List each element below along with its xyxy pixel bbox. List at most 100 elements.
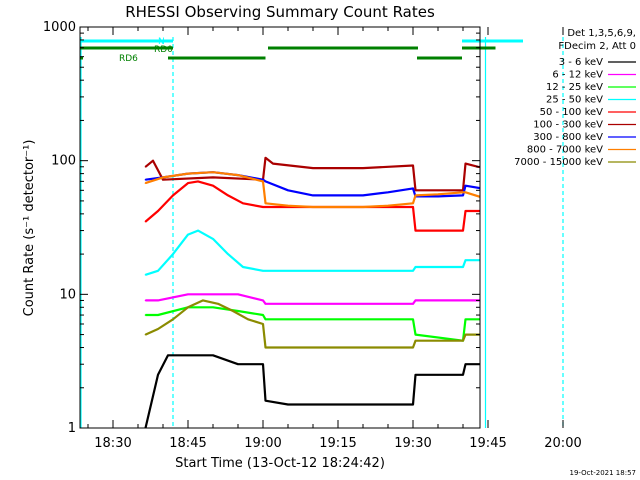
legend-label-25-50-kev: 25 - 50 keV	[546, 95, 603, 106]
x-tick-label: 18:30	[94, 436, 131, 451]
series-point-12-25-kev	[157, 314, 159, 316]
series-point-7000-15000-kev	[312, 346, 314, 349]
series-point-800-7000-kev	[362, 206, 364, 208]
series-point-300-800-kev	[492, 190, 494, 192]
series-point-7000-15000-kev	[187, 306, 189, 309]
series-point-25-50-kev	[487, 259, 489, 261]
series-point-300-800-kev	[362, 194, 364, 197]
series-point-100-300-kev	[412, 164, 414, 167]
series-point-300-800-kev	[464, 184, 467, 187]
series-line-300-800-kev	[145, 171, 480, 198]
series-point-12-25-kev	[144, 314, 147, 316]
series-point-300-800-kev	[312, 194, 314, 197]
series-point-3-6-kev	[462, 374, 464, 376]
series-point-7000-15000-kev	[157, 328, 159, 330]
axes: 1 10 100 1000 18:30 18:45 19:00 19:15 19:30 19:45…	[43, 20, 582, 451]
series-point-6-12-kev	[237, 293, 239, 296]
series-point-800-7000-kev	[437, 193, 439, 196]
series-point-12-25-kev	[412, 318, 414, 321]
series-point-3-6-kev	[212, 354, 214, 357]
x-tick-label: 19:00	[244, 436, 281, 451]
series-line-100-300-kev	[144, 156, 480, 192]
series-point-800-7000-kev	[264, 202, 267, 205]
series-point-300-800-kev	[144, 178, 147, 181]
series-line-12-25-kev	[145, 306, 480, 342]
series-point-50-100-kev	[157, 210, 159, 212]
series-point-25-50-kev	[362, 270, 364, 272]
series-point-7000-15000-kev	[144, 333, 147, 336]
series-point-7000-15000-kev	[412, 346, 414, 349]
series-point-25-50-kev	[197, 229, 199, 232]
series-point-25-50-kev	[144, 274, 147, 276]
legend-header-line: FDecim 2, Att 0	[558, 41, 636, 52]
y-tick-label: 10	[59, 287, 76, 302]
series-point-3-6-kev	[157, 374, 159, 376]
series-point-6-12-kev	[412, 303, 414, 305]
series-point-3-6-kev	[437, 374, 439, 376]
series-point-3-6-kev	[412, 403, 414, 406]
series-point-25-50-kev	[187, 233, 189, 236]
series-point-3-6-kev	[337, 403, 339, 406]
series-point-6-12-kev	[362, 303, 364, 305]
y-tick-label: 1000	[43, 20, 76, 35]
series-point-300-800-kev	[387, 191, 389, 194]
x-axis-label: Start Time (13-Oct-12 18:24:42)	[175, 456, 385, 471]
series-point-100-300-kev	[212, 176, 214, 179]
series-point-300-800-kev	[264, 180, 267, 183]
series-point-25-50-kev	[414, 266, 417, 268]
series-point-800-7000-kev	[412, 202, 414, 205]
series-point-300-800-kev	[412, 187, 414, 190]
series-point-25-50-kev	[242, 266, 244, 268]
series-point-7000-15000-kev	[414, 339, 417, 342]
series-point-100-300-kev	[162, 178, 164, 181]
series-line-25-50-kev	[145, 229, 480, 276]
series-point-800-7000-kev	[414, 194, 417, 197]
series-point-3-6-kev	[414, 374, 417, 376]
series-point-3-6-kev	[187, 354, 189, 357]
series-point-12-25-kev	[262, 314, 264, 316]
series-point-7000-15000-kev	[462, 339, 464, 342]
legend-label-100-300-kev: 100 - 300 keV	[533, 120, 603, 131]
series-point-50-100-kev	[187, 182, 189, 184]
series-point-800-7000-kev	[237, 174, 239, 176]
series-point-12-25-kev	[212, 306, 214, 309]
series-point-7000-15000-kev	[262, 323, 264, 325]
series-point-25-50-kev	[157, 270, 159, 272]
series-point-6-12-kev	[144, 299, 147, 302]
series-point-50-100-kev	[487, 210, 489, 212]
series-point-25-50-kev	[227, 253, 229, 255]
legend-label-6-12-kev: 6 - 12 keV	[552, 70, 603, 81]
series-point-7000-15000-kev	[264, 346, 267, 349]
series-point-800-7000-kev	[187, 172, 189, 175]
series-point-300-800-kev	[287, 189, 289, 192]
series-point-6-12-kev	[487, 300, 489, 302]
series-point-7000-15000-kev	[172, 318, 174, 321]
series-point-100-300-kev	[264, 157, 267, 159]
legend-label-12-25-kev: 12 - 25 keV	[546, 82, 603, 93]
series-point-3-6-kev	[262, 363, 264, 366]
series-point-3-6-kev	[362, 403, 364, 406]
series-point-12-25-kev	[414, 333, 417, 336]
y-tick-label: 100	[51, 154, 76, 169]
series-point-100-300-kev	[144, 166, 147, 168]
footer-date: 19-Oct-2021 18:57	[570, 469, 636, 477]
x-tick-label: 19:15	[319, 436, 356, 451]
series-point-12-25-kev	[312, 318, 314, 321]
series-point-12-25-kev	[264, 318, 267, 321]
series-point-800-7000-kev	[212, 171, 214, 173]
legend-label-300-800-kev: 300 - 800 keV	[533, 132, 603, 143]
series-point-50-100-kev	[414, 229, 417, 232]
series-point-50-100-kev	[464, 210, 467, 212]
series-point-3-6-kev	[264, 399, 267, 402]
series-point-100-300-kev	[362, 167, 364, 169]
series-point-800-7000-kev	[387, 204, 389, 207]
y-tick-label: 1	[68, 421, 76, 436]
series-point-800-7000-kev	[492, 200, 494, 202]
series-point-100-300-kev	[414, 189, 417, 192]
series-point-50-100-kev	[462, 229, 464, 232]
series-point-6-12-kev	[264, 303, 267, 305]
series-point-6-12-kev	[262, 299, 264, 302]
series-point-6-12-kev	[312, 303, 314, 305]
